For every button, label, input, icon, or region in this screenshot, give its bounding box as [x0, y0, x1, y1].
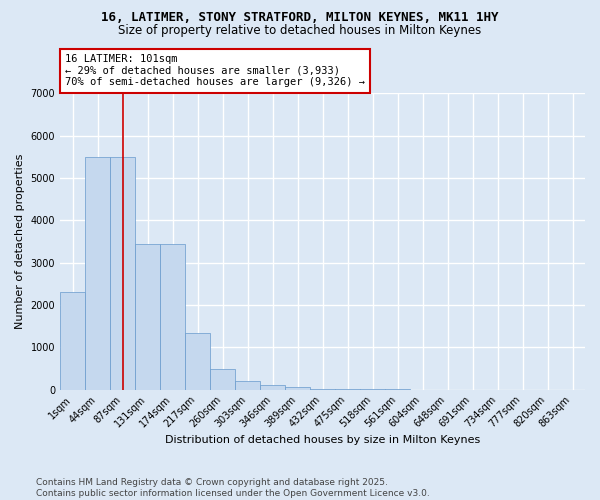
- Bar: [260, 386, 285, 390]
- Bar: [285, 388, 310, 390]
- Bar: [310, 388, 335, 390]
- Bar: [60, 292, 85, 390]
- Y-axis label: Number of detached properties: Number of detached properties: [15, 154, 25, 329]
- Bar: [235, 381, 260, 390]
- Bar: [185, 334, 210, 390]
- Text: Contains HM Land Registry data © Crown copyright and database right 2025.
Contai: Contains HM Land Registry data © Crown c…: [36, 478, 430, 498]
- X-axis label: Distribution of detached houses by size in Milton Keynes: Distribution of detached houses by size …: [165, 435, 480, 445]
- Text: Size of property relative to detached houses in Milton Keynes: Size of property relative to detached ho…: [118, 24, 482, 37]
- Bar: [210, 370, 235, 390]
- Bar: [85, 157, 110, 390]
- Bar: [135, 244, 160, 390]
- Bar: [160, 244, 185, 390]
- Text: 16 LATIMER: 101sqm
← 29% of detached houses are smaller (3,933)
70% of semi-deta: 16 LATIMER: 101sqm ← 29% of detached hou…: [65, 54, 365, 88]
- Text: 16, LATIMER, STONY STRATFORD, MILTON KEYNES, MK11 1HY: 16, LATIMER, STONY STRATFORD, MILTON KEY…: [101, 11, 499, 24]
- Bar: [110, 157, 135, 390]
